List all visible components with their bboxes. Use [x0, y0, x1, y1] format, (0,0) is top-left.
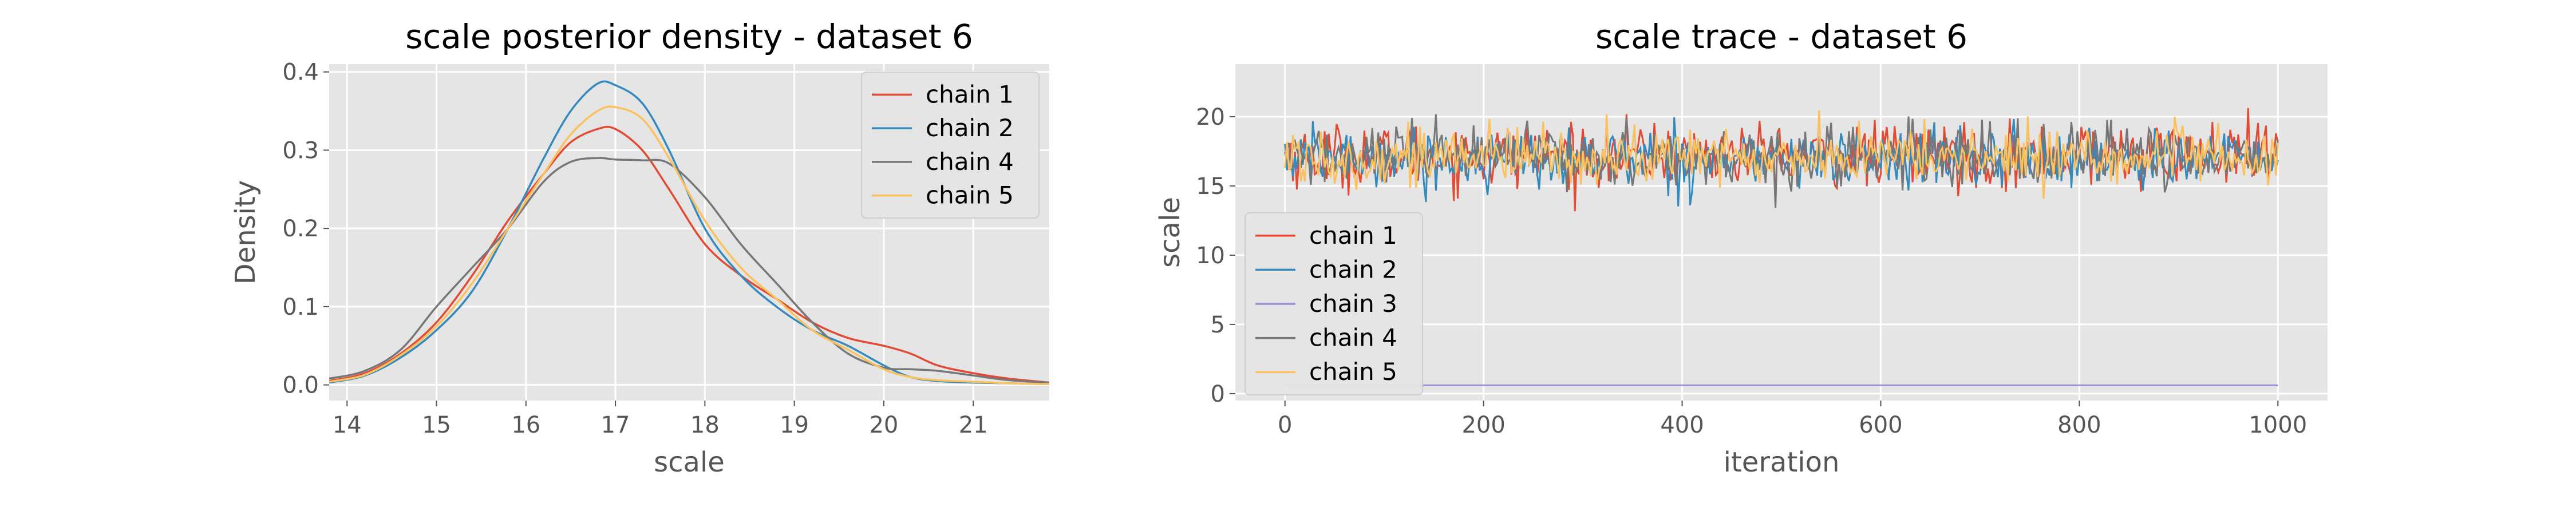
- chart-title: scale posterior density - dataset 6: [405, 17, 973, 56]
- chart-1: 14 15 16 17 18 19 20 21 0.0 0.1 0.2 0.3 0.4 scale pos…: [230, 17, 1049, 478]
- x-tick-label: 15: [422, 412, 451, 438]
- legend-label: chain 1: [1309, 221, 1397, 249]
- legend-box: [1244, 212, 1423, 395]
- legend: chain 1 chain 2 chain 4 chain 5: [861, 72, 1040, 219]
- x-tick-label: 800: [2057, 412, 2101, 438]
- x-tick-label: 600: [1859, 412, 1902, 438]
- x-tick-label: 200: [1461, 412, 1505, 438]
- y-tick-label: 0.0: [282, 373, 319, 399]
- legend-label: chain 2: [926, 114, 1014, 142]
- chart-title: scale trace - dataset 6: [1595, 17, 1967, 56]
- legend-label: chain 5: [1309, 358, 1397, 386]
- x-tick-label: 16: [511, 412, 540, 438]
- y-tick-label: 20: [1196, 104, 1225, 130]
- x-tick-label: 400: [1660, 412, 1704, 438]
- legend-label: chain 4: [1309, 324, 1397, 352]
- x-tick-label: 1000: [2249, 412, 2307, 438]
- x-tick-label: 20: [869, 412, 898, 438]
- series-group: [329, 80, 1049, 386]
- y-axis-label: Density: [230, 180, 262, 284]
- y-tick-label: 10: [1196, 243, 1225, 269]
- x-tick-label: 21: [959, 412, 988, 438]
- series-line-chain-5: [329, 105, 1049, 386]
- legend-label: chain 4: [926, 148, 1014, 176]
- x-axis-label: scale: [654, 446, 725, 478]
- legend: chain 1 chain 2 chain 3 chain 4 chain 5: [1244, 212, 1423, 395]
- y-tick-label: 15: [1196, 173, 1225, 200]
- y-tick-label: 5: [1211, 312, 1225, 338]
- y-tick-label: 0.4: [282, 60, 319, 86]
- x-tick-label: 19: [780, 412, 809, 438]
- y-tick-label: 0: [1211, 381, 1225, 407]
- series-line-chain-4: [329, 157, 1049, 384]
- legend-label: chain 5: [926, 181, 1014, 209]
- x-tick-label: 0: [1278, 412, 1292, 438]
- y-tick-label: 0.2: [282, 216, 319, 242]
- chart-2: 0 200 400 600 800 1000 0 5 10 15 20 scale trace - d…: [1154, 17, 2328, 478]
- y-tick-label: 0.3: [282, 137, 319, 164]
- series-line-chain-1: [329, 125, 1049, 384]
- x-tick-label: 14: [333, 412, 362, 438]
- x-axis-label: iteration: [1724, 446, 1840, 478]
- series-group: [1284, 108, 2279, 386]
- legend-label: chain 3: [1309, 290, 1397, 318]
- legend-label: chain 1: [926, 80, 1014, 108]
- legend-box: [861, 72, 1040, 219]
- y-axis-label: scale: [1154, 197, 1186, 268]
- x-tick-label: 18: [690, 412, 720, 438]
- series-line-chain-5: [1284, 110, 2279, 199]
- y-tick-label: 0.1: [282, 294, 319, 320]
- x-tick-label: 17: [601, 412, 630, 438]
- legend-label: chain 2: [1309, 255, 1397, 283]
